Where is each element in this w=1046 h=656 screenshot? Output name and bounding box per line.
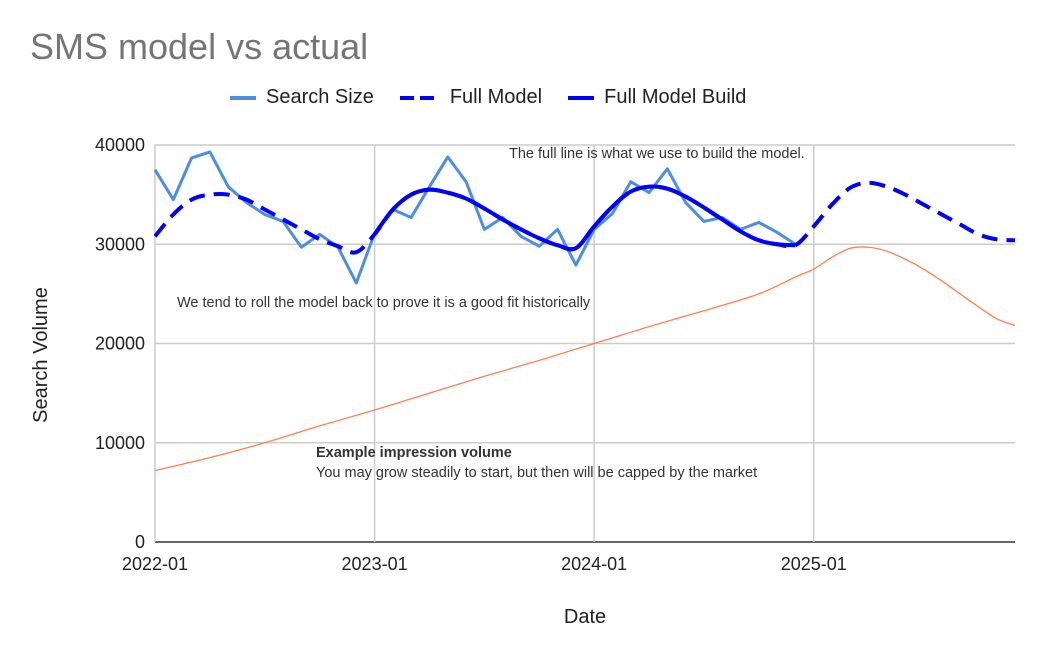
y-tick-label: 10000 — [95, 433, 145, 453]
annotation-impression-note: You may grow steadily to start, but then… — [316, 465, 758, 481]
annotation-impression-title-text: Example impression volume — [316, 445, 512, 461]
y-axis-label: Search Volume — [30, 287, 52, 423]
y-tick-label: 20000 — [95, 334, 145, 354]
legend: Search Size Full Model Full Model Build — [230, 86, 746, 109]
legend-item-search-size[interactable]: Search Size — [230, 86, 374, 109]
legend-label: Full Model Build — [604, 86, 747, 108]
chart-title: SMS model vs actual — [30, 26, 369, 67]
y-tick-label: 30000 — [95, 234, 145, 254]
legend-item-full-model-build[interactable]: Full Model Build — [568, 86, 746, 109]
y-tick-label: 0 — [135, 532, 145, 552]
series-impression-volume — [154, 246, 1016, 472]
series-search-size — [153, 150, 797, 285]
x-axis-label: Date — [564, 606, 606, 628]
legend-swatch-full-model-build — [568, 95, 595, 100]
annotation-impression-title: Example impression volume — [316, 445, 512, 461]
annotation-build-note: The full line is what we use to build th… — [509, 146, 805, 162]
legend-label: Search Size — [266, 86, 374, 108]
annotation-rollback-note: We tend to roll the model back to prove … — [177, 295, 591, 311]
x-tick-label: 2022-01 — [122, 554, 188, 574]
y-tick-label: 40000 — [95, 135, 145, 155]
legend-label: Full Model — [449, 86, 543, 108]
legend-swatch-search-size — [230, 95, 256, 100]
series-full-model — [153, 180, 1016, 255]
x-tick-label: 2025-01 — [781, 554, 847, 574]
legend-item-full-model[interactable]: Full Model — [399, 86, 543, 109]
series-full-model-build — [372, 184, 796, 252]
x-tick-label: 2023-01 — [342, 554, 408, 574]
x-tick-label: 2024-01 — [561, 554, 627, 574]
legend-swatch-full-model — [399, 95, 440, 100]
